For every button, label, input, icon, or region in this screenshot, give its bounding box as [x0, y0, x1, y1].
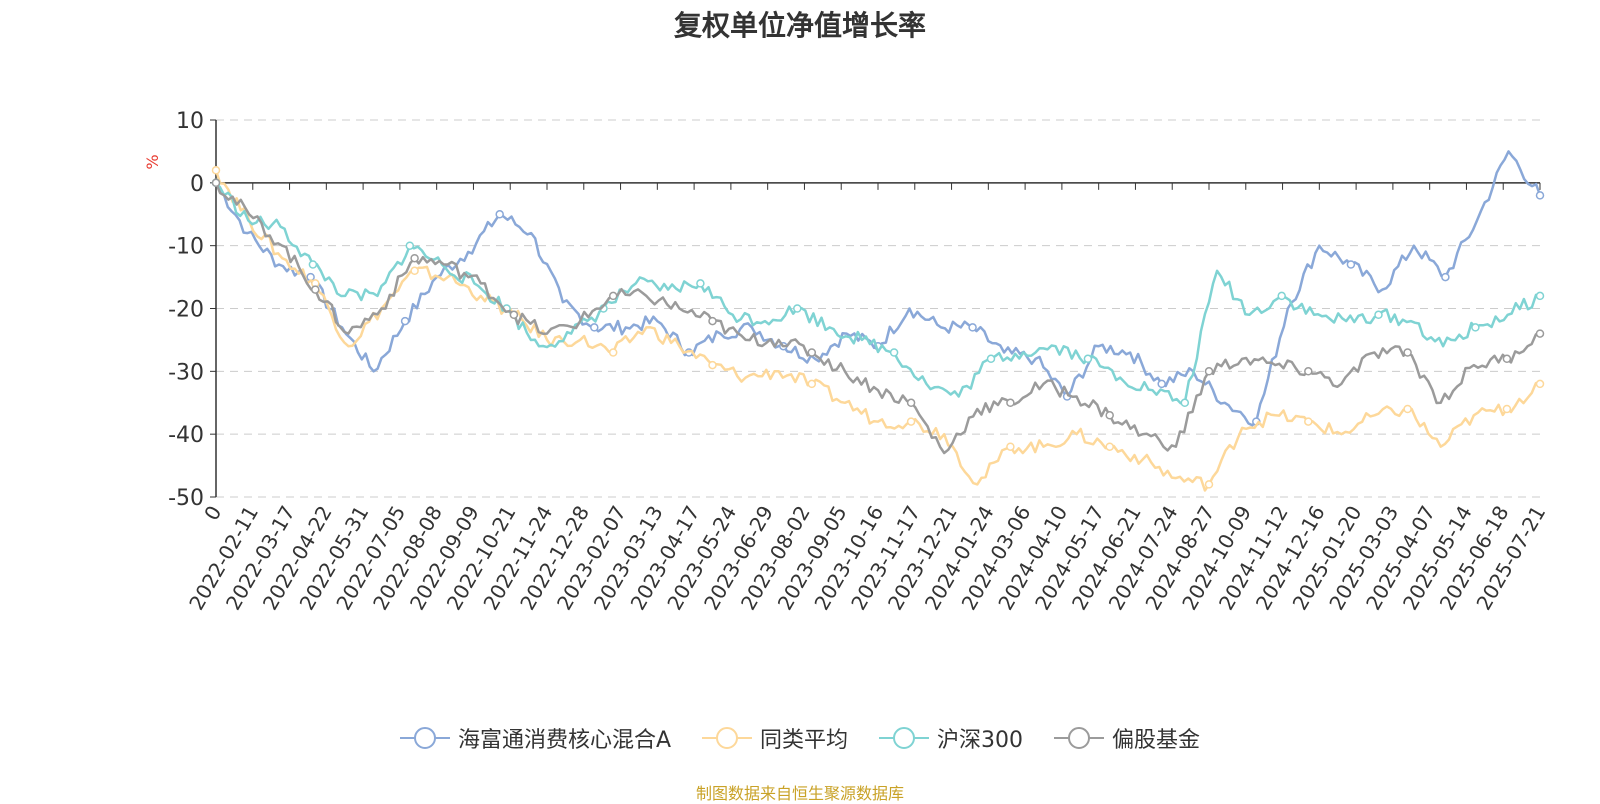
data-point: [793, 304, 802, 313]
data-point: [405, 241, 415, 250]
data-point: [211, 166, 221, 175]
data-point: [608, 348, 618, 357]
chart-title: 复权单位净值增长率: [673, 9, 926, 42]
data-point: [968, 323, 977, 332]
data-point: [410, 253, 419, 263]
data-point: [1083, 354, 1093, 364]
data-point: [1441, 272, 1450, 282]
data-point: [1374, 310, 1383, 320]
legend-line-circle-icon: [879, 727, 930, 749]
data-point: [1180, 398, 1190, 408]
legend-item-category-avg[interactable]: 同类平均: [702, 722, 848, 754]
data-point: [1403, 404, 1412, 414]
data-point: [1277, 291, 1286, 301]
data-point: [1535, 291, 1545, 301]
y-axis-label: %: [143, 154, 162, 169]
legend-label: 海富通消费核心混合A: [457, 728, 672, 753]
legend-label: 同类平均: [760, 728, 849, 753]
data-point: [509, 310, 519, 320]
data-point: [1535, 379, 1545, 389]
legend-line-circle-icon: [1054, 727, 1105, 749]
data-point: [1535, 191, 1545, 200]
legend: 海富通消费核心混合A 同类平均 沪深300 偏股基金: [0, 722, 1600, 756]
data-point: [590, 323, 599, 332]
legend-item-fund[interactable]: 海富通消费核心混合A: [399, 722, 672, 754]
data-point: [807, 379, 817, 389]
y-tick-label: 10: [176, 109, 204, 134]
series-line: [214, 182, 1541, 455]
data-point: [311, 285, 320, 294]
y-tick-label: -10: [168, 235, 204, 260]
data-point: [1304, 417, 1313, 426]
source-note: 制图数据来自恒生聚源数据库: [695, 784, 904, 803]
legend-line-circle-icon: [399, 727, 450, 749]
data-point: [1105, 442, 1114, 451]
legend-label: 沪深300: [937, 728, 1024, 753]
data-point: [211, 178, 221, 188]
y-tick-label: 0: [190, 172, 204, 197]
data-point: [1204, 367, 1214, 376]
y-tick-label: -50: [168, 486, 204, 511]
data-point: [1403, 348, 1412, 357]
data-point: [1006, 398, 1015, 408]
data-point: [1502, 354, 1512, 364]
data-point: [986, 354, 996, 364]
data-point: [1502, 404, 1512, 414]
legend-item-hs300[interactable]: 沪深300: [879, 722, 1023, 754]
data-point: [1346, 260, 1356, 269]
data-point: [1105, 411, 1114, 420]
data-point: [1006, 442, 1015, 451]
data-point: [1471, 323, 1480, 332]
data-point: [495, 210, 504, 219]
series-line: [214, 169, 1541, 492]
data-point: [1204, 480, 1214, 489]
data-point: [1157, 379, 1166, 389]
data-point: [906, 417, 916, 426]
data-point: [1535, 329, 1545, 338]
y-tick-label: -20: [168, 298, 204, 323]
y-tick-label: -40: [168, 423, 204, 448]
data-point: [807, 348, 817, 357]
data-point: [1304, 367, 1313, 376]
data-point: [400, 316, 410, 326]
legend-label: 偏股基金: [1112, 728, 1201, 753]
data-point: [906, 398, 916, 408]
legend-line-circle-icon: [702, 727, 753, 749]
y-tick-label: -30: [168, 360, 204, 385]
data-point: [889, 348, 899, 357]
data-point: [696, 279, 705, 288]
data-point: [708, 316, 717, 326]
data-point: [308, 260, 318, 269]
series-line: [215, 181, 1541, 405]
data-point: [608, 291, 618, 301]
data-point: [708, 360, 717, 370]
legend-item-equity-fund[interactable]: 偏股基金: [1054, 722, 1200, 754]
data-point: [410, 266, 419, 276]
x-tick-label: 0: [199, 502, 226, 525]
